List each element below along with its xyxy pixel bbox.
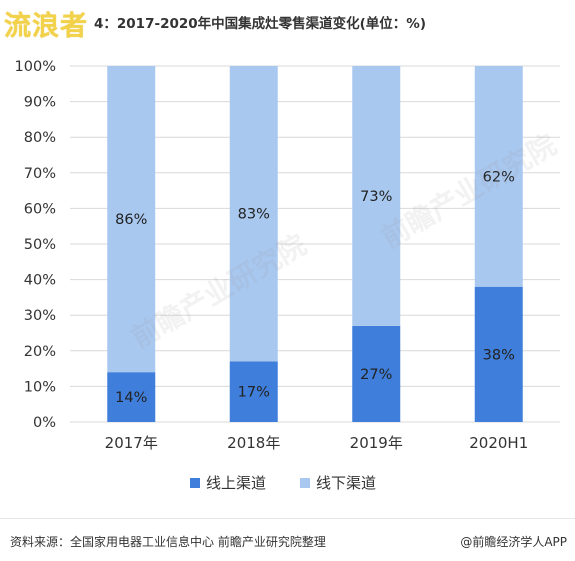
bar-online <box>352 325 401 422</box>
chart-area: 0% 10% 20% 30% 40% 50% 60% 70% 80% 90% 100% 14% 86% 2… <box>0 44 575 514</box>
data-label-online: 14% <box>115 390 147 406</box>
watermark-logo: 流浪者 <box>4 11 88 42</box>
bar-online <box>107 372 156 422</box>
bar-online <box>229 361 278 422</box>
legend-label-offline: 线下渠道 <box>316 474 376 492</box>
y-tick-label: 60% <box>24 201 56 217</box>
x-tick-label: 2020H1 <box>469 434 528 452</box>
x-tick-label: 2018年 <box>227 434 280 452</box>
y-tick-label: 70% <box>24 166 56 182</box>
x-tick-label: 2019年 <box>350 434 403 452</box>
brand-credit: @前瞻经济学人APP <box>460 535 567 549</box>
stacked-bar-chart: 0% 10% 20% 30% 40% 50% 60% 70% 80% 90% 100% 14% 86% 2… <box>15 59 560 492</box>
y-tick-label: 40% <box>24 273 56 289</box>
x-tick-label: 2017年 <box>105 434 158 452</box>
y-tick-label: 20% <box>24 344 56 360</box>
y-tick-label: 30% <box>24 308 56 324</box>
data-label-offline: 62% <box>483 169 515 185</box>
data-label-offline: 83% <box>238 207 270 223</box>
y-tick-label: 0% <box>33 415 56 431</box>
bar-online <box>474 286 523 422</box>
footer: 资料来源：全国家用电器工业信息中心 前瞻产业研究院整理 @前瞻经济学人APP <box>0 518 575 561</box>
bar-offline <box>474 66 523 287</box>
y-tick-label: 10% <box>24 379 56 395</box>
y-tick-label: 80% <box>24 130 56 146</box>
legend-label-online: 线上渠道 <box>206 474 266 492</box>
source-note: 资料来源：全国家用电器工业信息中心 前瞻产业研究院整理 <box>10 535 326 549</box>
chart-title: 4：2017-2020年中国集成灶零售渠道变化(单位：%) <box>94 16 427 32</box>
title-bar: 流浪者 4：2017-2020年中国集成灶零售渠道变化(单位：%) <box>0 0 575 42</box>
data-label-offline: 86% <box>115 212 147 228</box>
legend-swatch-online <box>190 478 200 488</box>
data-label-offline: 73% <box>360 189 392 205</box>
bar-offline <box>352 66 401 326</box>
y-tick-label: 100% <box>15 59 56 75</box>
bar-offline <box>229 66 278 362</box>
y-tick-label: 50% <box>24 237 56 253</box>
data-label-online: 17% <box>238 385 270 401</box>
data-label-online: 27% <box>360 367 392 383</box>
legend-swatch-offline <box>300 478 310 488</box>
y-tick-label: 90% <box>24 95 56 111</box>
data-label-online: 38% <box>483 347 515 363</box>
bar-offline <box>107 66 156 373</box>
